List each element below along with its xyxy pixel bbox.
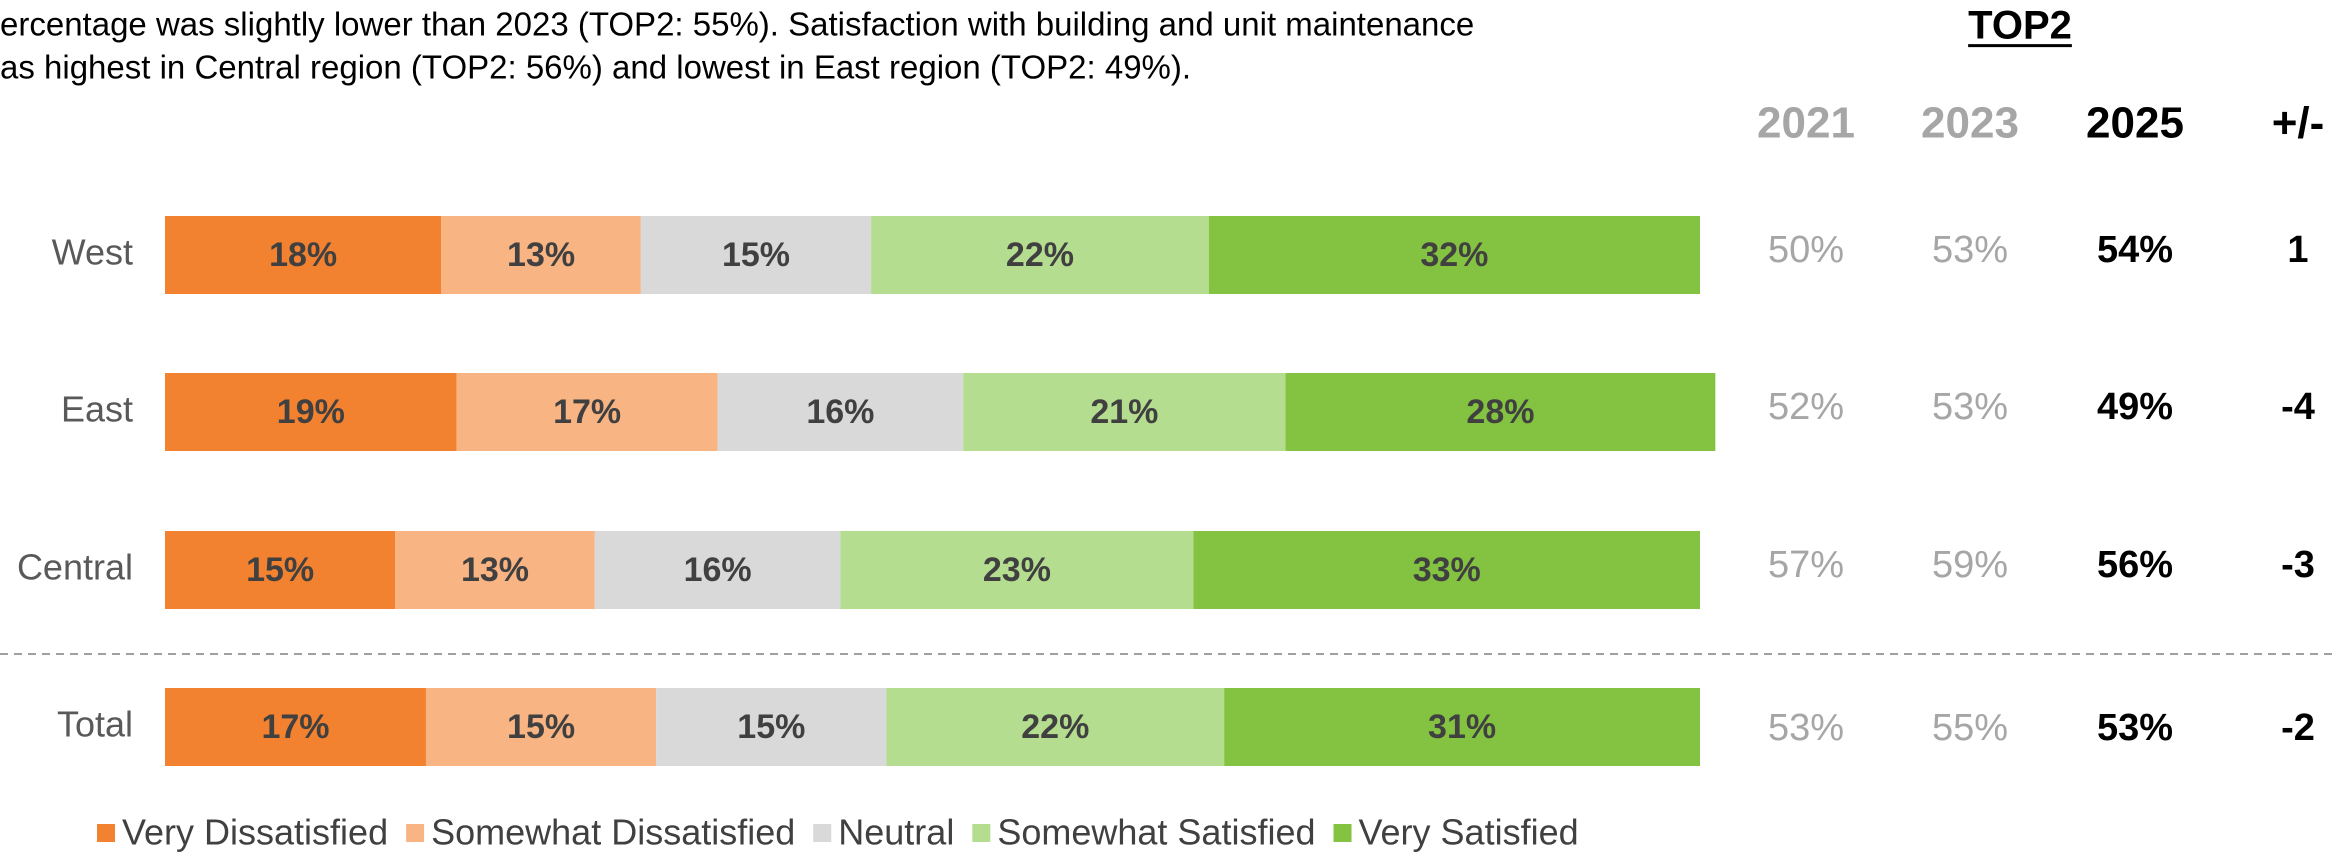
data-label: 21% <box>1090 393 1158 431</box>
table-cell: 53% <box>1932 386 2008 428</box>
bar-segment <box>1285 373 1716 451</box>
bar-segment <box>640 216 872 294</box>
table-cell: 50% <box>1768 229 1844 271</box>
data-label: 16% <box>684 551 752 589</box>
table-cell: -2 <box>2281 707 2315 749</box>
table-cell: 53% <box>1932 229 2008 271</box>
table-cell: 57% <box>1768 544 1844 586</box>
legend-swatch <box>406 824 425 842</box>
column-header: +/- <box>2272 99 2325 148</box>
table-cell: 53% <box>1768 707 1844 749</box>
data-label: 16% <box>806 393 874 431</box>
bar-segment <box>594 531 841 609</box>
data-label: 28% <box>1466 393 1534 431</box>
data-label: 17% <box>261 708 329 746</box>
data-label: 19% <box>277 393 345 431</box>
data-label: 15% <box>722 236 790 274</box>
table-cell: 54% <box>2097 229 2173 271</box>
intro-line: as highest in Central region (TOP2: 56%)… <box>0 49 1191 86</box>
column-header: 2023 <box>1921 99 2019 148</box>
data-label: 22% <box>1006 236 1074 274</box>
table-cell: -3 <box>2281 544 2315 586</box>
data-label: 13% <box>507 236 575 274</box>
data-label: 31% <box>1428 708 1496 746</box>
bar-segment <box>165 688 426 766</box>
bar-segment <box>441 216 641 294</box>
bar-segment <box>165 216 442 294</box>
data-label: 32% <box>1420 236 1488 274</box>
category-label: East <box>61 389 133 430</box>
data-label: 23% <box>983 551 1051 589</box>
table-title: TOP2 <box>1968 4 2072 48</box>
bar-segment <box>963 373 1286 451</box>
legend-label: Very Satisfied <box>1359 812 1579 852</box>
column-header: 2021 <box>1757 99 1855 148</box>
bar-segment <box>165 531 396 609</box>
legend-swatch <box>97 824 115 842</box>
legend-label: Somewhat Dissatisfied <box>431 812 795 852</box>
bar-segment <box>165 373 457 451</box>
legend-label: Neutral <box>838 812 954 852</box>
legend-label: Very Dissatisfied <box>122 812 388 852</box>
column-header: 2025 <box>2086 99 2184 148</box>
table-cell: 56% <box>2097 544 2173 586</box>
bar-segment <box>717 373 964 451</box>
table-cell: 1 <box>2287 229 2308 271</box>
data-label: 33% <box>1413 551 1481 589</box>
data-label: 15% <box>737 708 805 746</box>
bar-segment <box>871 216 1209 294</box>
bar-segment <box>1193 531 1700 609</box>
bar-segment <box>1224 688 1700 766</box>
data-label: 15% <box>246 551 314 589</box>
bar-segment <box>395 531 595 609</box>
category-label: West <box>52 232 133 273</box>
bar-segment <box>1208 216 1700 294</box>
table-cell: 52% <box>1768 386 1844 428</box>
data-label: 17% <box>553 393 621 431</box>
category-label: Central <box>17 547 133 588</box>
legend-swatch <box>813 824 832 842</box>
data-label: 22% <box>1021 708 1089 746</box>
table-cell: -4 <box>2281 386 2315 428</box>
data-label: 18% <box>269 236 337 274</box>
bar-segment <box>656 688 887 766</box>
bar-segment <box>840 531 1194 609</box>
category-label: Total <box>57 704 133 745</box>
legend-swatch <box>1333 824 1352 842</box>
table-cell: 59% <box>1932 544 2008 586</box>
legend-swatch <box>972 824 991 842</box>
data-label: 13% <box>461 551 529 589</box>
legend-label: Somewhat Satisfied <box>997 812 1315 852</box>
intro-line: ercentage was slightly lower than 2023 (… <box>0 6 1474 43</box>
table-cell: 55% <box>1932 707 2008 749</box>
table-cell: 49% <box>2097 386 2173 428</box>
table-cell: 53% <box>2097 707 2173 749</box>
bar-segment <box>886 688 1225 766</box>
data-label: 15% <box>507 708 575 746</box>
bar-segment <box>456 373 718 451</box>
bar-segment <box>425 688 657 766</box>
